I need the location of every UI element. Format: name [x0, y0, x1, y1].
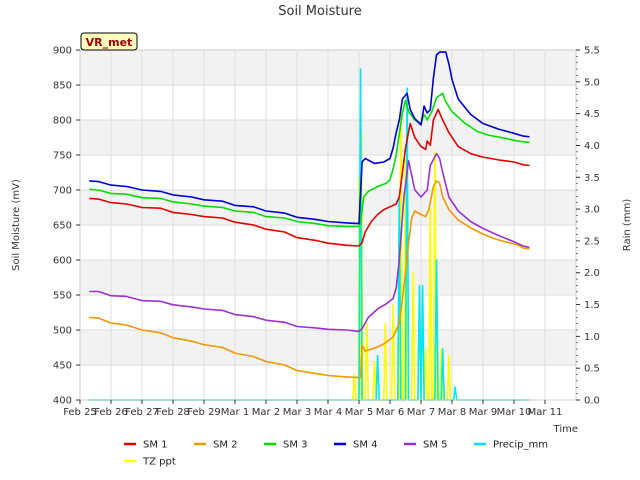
y-tick-label: 750 — [53, 151, 72, 162]
legend-label: Precip_mm — [493, 440, 548, 451]
series-line-sm-2 — [89, 180, 530, 379]
x-tick-label: Mar 5 — [345, 407, 373, 418]
site-annotation-box — [80, 32, 138, 51]
y-tick-label: 500 — [53, 326, 72, 337]
y-tick-label: 800 — [53, 116, 72, 127]
legend: SM 1 SM 2 SM 3 SM 4 SM 5 Precip_mm TZ ppt — [124, 440, 548, 468]
y2-tick-label: 0.5 — [584, 364, 600, 375]
x-tick-label: Mar 1 — [221, 407, 249, 418]
series-line-sm-1 — [89, 108, 530, 247]
y-tick-label: 650 — [53, 221, 72, 232]
y-tick-label: 400 — [53, 396, 72, 407]
y2-tick-label: 2.5 — [584, 236, 600, 247]
x-axis-title: Time — [553, 424, 578, 435]
legend-label: SM 5 — [423, 440, 448, 451]
x-tick-label: Mar 8 — [438, 407, 466, 418]
x-tick-label: Feb 25 — [63, 407, 97, 418]
x-tick-label: Mar 2 — [252, 407, 280, 418]
y2-tick-label: 1.5 — [584, 300, 600, 311]
site-annotation: VR_met — [80, 32, 138, 51]
legend-label: SM 3 — [283, 440, 308, 451]
y2-axis-ticks: 0.0 0.5 1.0 1.5 2.0 2.5 3.0 3.5 4.0 4.5 5.0 5.5 — [576, 46, 600, 407]
x-tick-label: Mar 10 — [497, 407, 532, 418]
x-tick-label: Feb 27 — [125, 407, 159, 418]
legend-label: TZ ppt — [142, 457, 176, 468]
legend-label: SM 1 — [143, 440, 168, 451]
y2-tick-label: 4.5 — [584, 109, 600, 120]
chart-title: Soil Moisture — [278, 4, 362, 19]
y-axis-title: Soil Moisture (mV) — [11, 179, 22, 271]
y2-tick-label: 3.5 — [584, 173, 600, 184]
y2-tick-label: 0.0 — [584, 396, 600, 407]
y-tick-label: 600 — [53, 256, 72, 267]
y2-axis-title: Rain (mm) — [622, 199, 633, 252]
x-tick-label: Feb 29 — [187, 407, 221, 418]
y-tick-label: 550 — [53, 291, 72, 302]
series-line-precip-mm — [89, 68, 530, 401]
x-tick-label: Mar 6 — [376, 407, 404, 418]
x-tick-label: Mar 3 — [283, 407, 311, 418]
y-axis-ticks: 400 450 500 550 600 650 700 750 800 850 900 — [53, 46, 80, 407]
x-tick-label: Mar 4 — [314, 407, 342, 418]
y-tick-label: 450 — [53, 361, 72, 372]
series-line-sm-5 — [89, 152, 530, 333]
x-tick-label: Mar 9 — [469, 407, 497, 418]
x-tick-label: Mar 11 — [528, 407, 563, 418]
y-tick-label: 900 — [53, 46, 72, 57]
x-tick-label: Mar 7 — [407, 407, 435, 418]
x-tick-label: Feb 28 — [156, 407, 190, 418]
y2-tick-label: 5.5 — [584, 46, 600, 57]
x-tick-label: Feb 26 — [94, 407, 128, 418]
site-annotation-label: VR_met — [86, 36, 133, 49]
y2-tick-label: 3.0 — [584, 205, 600, 216]
y2-tick-label: 2.0 — [584, 268, 600, 279]
y2-tick-label: 5.0 — [584, 77, 600, 88]
series-line-sm-3 — [89, 92, 530, 228]
y-tick-label: 850 — [53, 81, 72, 92]
y2-tick-label: 1.0 — [584, 332, 600, 343]
legend-label: SM 2 — [213, 440, 238, 451]
series-line-sm-4 — [89, 51, 530, 225]
y2-tick-label: 4.0 — [584, 141, 600, 152]
legend-label: SM 4 — [353, 440, 378, 451]
y-tick-label: 700 — [53, 186, 72, 197]
